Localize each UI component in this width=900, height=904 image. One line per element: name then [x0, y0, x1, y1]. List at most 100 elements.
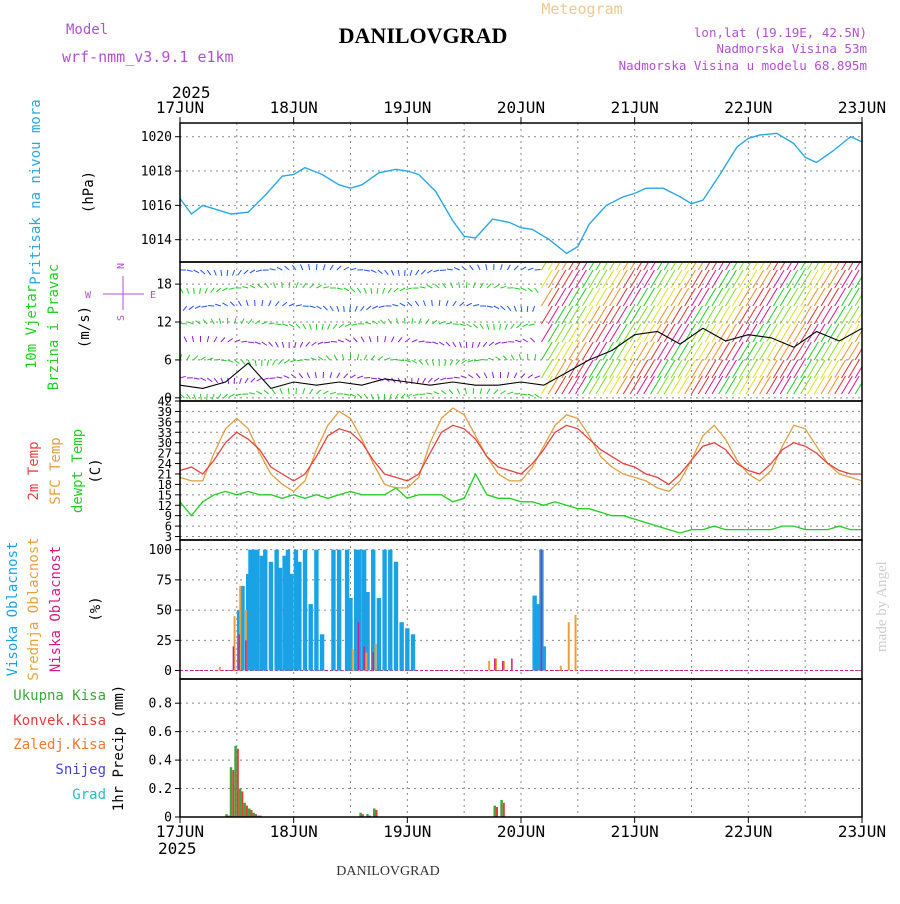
wind-barb [685, 360, 696, 378]
x-tick-label-bottom: 22JUN [724, 822, 772, 841]
wind-barb [465, 388, 466, 394]
wind-barb [238, 270, 241, 275]
wind-barb [310, 324, 312, 330]
wind-barb [489, 342, 494, 346]
wind-barb [616, 270, 627, 288]
wind-barb [222, 288, 227, 291]
wind-barb [726, 306, 737, 324]
credit-label: made by Angel [874, 561, 890, 652]
wind-barb [394, 288, 398, 292]
wind-barb [835, 252, 846, 270]
y-tick-label: 25 [156, 634, 172, 649]
wind-barb [596, 342, 607, 360]
wind-barb [244, 270, 248, 274]
wind-barb [322, 324, 323, 330]
wind-barb [407, 302, 411, 306]
wind-barb [194, 288, 195, 294]
wind-barb [412, 360, 417, 363]
wind-barb [780, 288, 791, 306]
wind-barb [719, 270, 730, 288]
total-precip-bar [248, 808, 251, 817]
wind-barb [814, 376, 825, 394]
wind-barb [412, 318, 413, 324]
wind-barb [678, 270, 689, 288]
wind-barb [262, 342, 267, 345]
wind-barb [848, 360, 859, 378]
wind-barb [200, 394, 201, 400]
wind-barb [462, 360, 467, 364]
wind-barb [400, 288, 405, 291]
wind-barb [589, 252, 600, 270]
wind-barb [391, 337, 394, 342]
high-cloud-bar [411, 634, 415, 670]
wind-barb [318, 342, 324, 344]
wind-barb [541, 360, 552, 378]
wind-barb [801, 342, 812, 360]
wind-barb [528, 394, 534, 396]
wind-barb [310, 306, 316, 308]
wind-barb [453, 342, 456, 347]
wind-barb [692, 342, 703, 360]
wind-barb [514, 306, 516, 312]
wind-barb [280, 388, 282, 394]
wind-barb [282, 324, 288, 326]
wind-barb [507, 372, 508, 378]
wind-barb [760, 360, 771, 378]
wind-barb [269, 323, 275, 324]
wind-barb [746, 342, 757, 360]
wind-barb [562, 342, 573, 360]
footer-station: DANILOVGRAD [336, 864, 439, 879]
wind-barb [657, 306, 668, 324]
wind-barb [316, 285, 321, 288]
wind-barb [316, 306, 321, 309]
x-tick-label-top: 19JUN [383, 98, 431, 117]
wind-barb [183, 306, 187, 311]
wind-barb [712, 324, 723, 342]
low-cloud-bar [502, 661, 504, 671]
wind-barb [351, 375, 356, 378]
wind-barb [427, 285, 432, 288]
wind-barb [705, 360, 716, 378]
wind-barb [698, 270, 709, 288]
wind-barb [732, 288, 743, 306]
wind-barb [678, 342, 689, 360]
wind-barb [664, 360, 675, 378]
wind-barb [212, 394, 214, 400]
wind-barb [494, 285, 499, 288]
total-precip-bar [373, 808, 376, 817]
wind-barb [814, 270, 825, 288]
wind-barb [814, 360, 825, 378]
wind-barb [214, 337, 217, 342]
wind-barb [541, 270, 552, 288]
wind-barb [664, 324, 675, 342]
wind-barb [195, 306, 200, 308]
wind-barb [351, 324, 357, 325]
wind-barb [555, 252, 566, 270]
legend-snow: Snijeg [55, 762, 106, 778]
wind-barb [719, 342, 730, 360]
wind-barb [433, 270, 439, 272]
wind-barb [678, 306, 689, 324]
wind-barb [712, 376, 723, 394]
wind-barb [207, 394, 208, 400]
wind-barb [201, 306, 207, 307]
wind-barb [726, 342, 737, 360]
wind-barb [494, 324, 495, 330]
wind-barb [862, 342, 873, 360]
wind-barb [364, 377, 370, 378]
wind-barb [855, 324, 866, 342]
wind-barb [807, 306, 818, 324]
wind-barb [671, 342, 682, 360]
wind-barb [391, 270, 393, 275]
wind-barb [616, 324, 627, 342]
wind-barb [698, 306, 709, 324]
wind-barb [246, 300, 248, 306]
wind-barb [848, 376, 859, 394]
wind-barb [760, 376, 771, 394]
wind-barb [432, 342, 438, 344]
wind-barb [450, 360, 453, 365]
wind-barb [273, 360, 276, 365]
low-cloud-bar [511, 658, 512, 670]
wind-barb [767, 376, 778, 394]
wind-barb [596, 252, 607, 270]
